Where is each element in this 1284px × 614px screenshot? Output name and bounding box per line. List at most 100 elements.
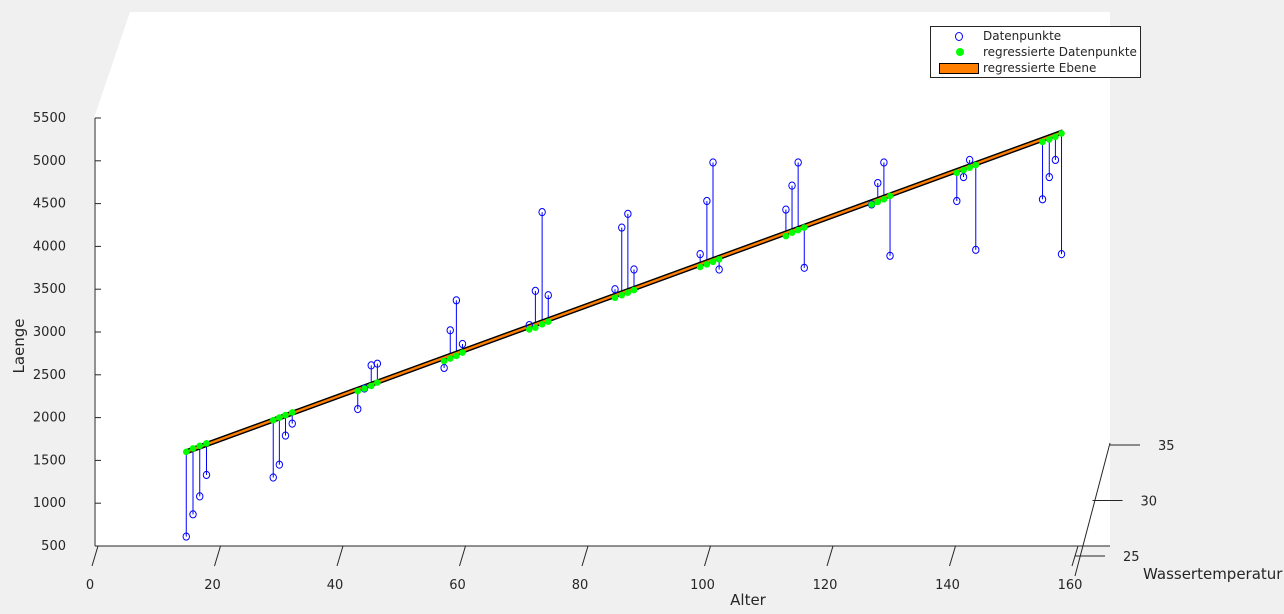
z-tick-label: 5500 bbox=[33, 111, 66, 126]
data-point bbox=[1045, 172, 1053, 182]
x-tick-label: 80 bbox=[572, 578, 589, 593]
data-point bbox=[611, 285, 619, 294]
fitted-point bbox=[269, 416, 277, 424]
fitted-point bbox=[960, 166, 967, 174]
fitted-point bbox=[288, 409, 296, 416]
data-point bbox=[538, 208, 546, 217]
fitted-point bbox=[525, 326, 533, 333]
fitted-point bbox=[440, 357, 448, 365]
fitted-point bbox=[782, 232, 790, 240]
data-point bbox=[709, 158, 717, 167]
data-point bbox=[782, 205, 790, 214]
y-tick-label: 35 bbox=[1158, 439, 1175, 454]
legend-label: Datenpunkte bbox=[983, 29, 1062, 43]
fitted-point bbox=[182, 448, 190, 456]
x-tick-mark bbox=[214, 545, 221, 567]
filled-circle-icon bbox=[956, 48, 964, 56]
data-point bbox=[281, 431, 290, 440]
x-tick-mark bbox=[581, 545, 589, 567]
fitted-point bbox=[794, 226, 802, 234]
data-point bbox=[800, 263, 808, 272]
fitted-point bbox=[703, 261, 711, 268]
z-tick-label: 500 bbox=[41, 539, 66, 554]
data-point bbox=[446, 326, 454, 335]
y-ticks: 25 30 35 bbox=[1075, 439, 1175, 565]
fitted-point bbox=[453, 352, 460, 360]
fitted-point bbox=[800, 224, 808, 231]
fitted-point bbox=[1052, 133, 1059, 141]
x-tick-label: 160 bbox=[1058, 578, 1083, 593]
y-axis-label: Wassertemperatur bbox=[1143, 565, 1283, 583]
data-point bbox=[269, 473, 277, 482]
data-point bbox=[1038, 195, 1047, 204]
fitted-point bbox=[972, 161, 980, 169]
data-point bbox=[618, 223, 626, 232]
legend-label: regressierte Datenpunkte bbox=[983, 45, 1137, 59]
data-point bbox=[440, 363, 448, 373]
x-ticks: 0 20 40 60 80 100 120 140 160 bbox=[86, 545, 1083, 593]
z-tick-label: 3000 bbox=[33, 325, 66, 340]
data-point bbox=[196, 492, 204, 501]
data-point bbox=[794, 158, 802, 167]
fitted-point bbox=[276, 414, 283, 421]
data-point bbox=[972, 245, 980, 254]
legend-label: regressierte Ebene bbox=[983, 61, 1097, 75]
data-point bbox=[703, 196, 711, 206]
legend-item-datenpunkte: Datenpunkte bbox=[931, 28, 1140, 44]
z-ticks: 500 1000 1500 2000 2500 3000 3500 4000 4500 5000 5… bbox=[33, 111, 101, 554]
z-tick-label: 4500 bbox=[33, 197, 66, 212]
data-point bbox=[1051, 155, 1060, 165]
fitted-point bbox=[874, 198, 882, 206]
data-point bbox=[696, 250, 704, 259]
data-point bbox=[880, 158, 888, 167]
fitted-point bbox=[367, 382, 375, 390]
data-point bbox=[1057, 250, 1066, 259]
fitted-point bbox=[880, 196, 888, 203]
fitted-point bbox=[354, 387, 362, 395]
data-point bbox=[959, 172, 968, 182]
legend-item-regressierte-ebene: regressierte Ebene bbox=[931, 60, 1140, 76]
data-point bbox=[288, 419, 296, 428]
fitted-point bbox=[715, 255, 723, 263]
fitted-point bbox=[696, 263, 704, 271]
y-tick-label: 25 bbox=[1123, 550, 1140, 565]
data-point bbox=[452, 296, 461, 305]
data-point bbox=[630, 265, 638, 274]
fitted-point bbox=[709, 258, 717, 266]
fitted-point bbox=[459, 349, 466, 356]
data-point bbox=[544, 291, 552, 300]
fitted-point bbox=[538, 320, 546, 328]
x-tick-mark bbox=[336, 545, 344, 567]
data-point bbox=[275, 460, 284, 469]
data-point bbox=[874, 178, 882, 188]
data-point bbox=[354, 404, 362, 414]
fitted-point bbox=[966, 164, 973, 171]
data-markers bbox=[182, 155, 1066, 541]
fitted-point bbox=[361, 385, 368, 392]
fitted-point bbox=[282, 411, 289, 419]
data-point bbox=[531, 286, 540, 296]
x-tick-label: 20 bbox=[204, 578, 221, 593]
x-tick-label: 120 bbox=[813, 578, 838, 593]
fitted-point bbox=[374, 379, 381, 386]
fitted-point bbox=[1045, 136, 1053, 143]
data-point bbox=[373, 359, 382, 368]
z-tick-label: 4000 bbox=[33, 239, 66, 254]
fitted-point bbox=[196, 442, 204, 450]
z-axis-label: Laenge bbox=[10, 318, 28, 373]
legend: Datenpunkte regressierte Datenpunkte reg… bbox=[930, 26, 1141, 78]
data-point bbox=[788, 181, 796, 190]
data-point bbox=[182, 532, 190, 541]
data-point bbox=[458, 339, 467, 349]
plot-background bbox=[94, 12, 1110, 546]
z-tick-label: 2500 bbox=[33, 368, 66, 383]
x-tick-label: 100 bbox=[690, 578, 715, 593]
x-tick-mark bbox=[704, 545, 711, 567]
open-circle-icon bbox=[955, 32, 963, 41]
z-tick-label: 1000 bbox=[33, 496, 66, 511]
x-tick-mark bbox=[459, 545, 466, 567]
z-tick-label: 5000 bbox=[33, 154, 66, 169]
fitted-point bbox=[886, 192, 894, 200]
y-axis-line bbox=[1074, 442, 1111, 577]
